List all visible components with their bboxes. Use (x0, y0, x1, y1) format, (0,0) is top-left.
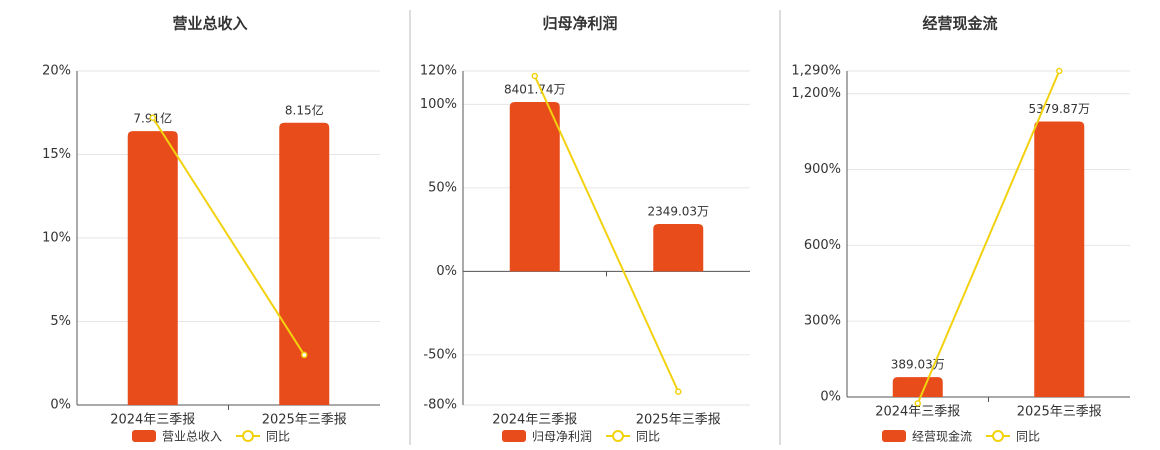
y-tick-label: 5% (50, 314, 71, 329)
legend-label: 归母净利润 (532, 430, 592, 444)
y-tick-label: 300% (804, 314, 841, 329)
legend-swatch (242, 430, 255, 442)
x-tick-label: 2024年三季报 (875, 405, 960, 420)
bar (653, 224, 704, 272)
bar (1034, 121, 1085, 397)
legend-swatch (612, 430, 625, 442)
legend-label: 同比 (266, 430, 290, 444)
line (533, 75, 680, 393)
x-tick-label: 2024年三季报 (492, 413, 577, 428)
y-tick-label: 10% (42, 231, 71, 246)
x-tick-label: 2025年三季报 (1017, 405, 1102, 420)
y-tick-label: 900% (804, 162, 841, 177)
bar (127, 131, 178, 406)
y-tick-label: 0% (50, 398, 71, 413)
y-tick-label: 120% (420, 64, 457, 79)
y-tick-label: 1,290% (791, 64, 841, 79)
y-tick-label: 0% (820, 390, 841, 405)
line (916, 70, 1061, 404)
line-point (914, 400, 921, 407)
y-tick-label: 100% (420, 97, 457, 112)
y-tick-label: 15% (42, 147, 71, 162)
legend-swatch (992, 430, 1005, 442)
value-label: 2349.03万 (647, 205, 709, 219)
y-tick-label: 1,200% (791, 86, 841, 101)
line (151, 117, 306, 356)
line-point (149, 114, 156, 122)
y-tick-label: -50% (423, 347, 457, 362)
chart-title: 经营现金流 (922, 15, 997, 33)
legend-label: 经营现金流 (912, 429, 972, 444)
y-tick-label: 0% (436, 264, 457, 279)
legend-swatch (132, 430, 156, 442)
x-tick-label: 2025年三季报 (636, 413, 721, 428)
y-tick-label: -80% (423, 398, 457, 413)
line-point (1056, 67, 1063, 75)
legend-swatch (502, 430, 526, 442)
legend-swatch (882, 430, 906, 442)
line-point (531, 72, 538, 80)
legend-label: 营业总收入 (162, 430, 222, 444)
value-label: 5379.87万 (1028, 102, 1090, 116)
value-label: 8.15亿 (285, 102, 324, 117)
line-point (301, 351, 308, 359)
bar (509, 102, 560, 272)
y-tick-label: 600% (804, 238, 841, 253)
legend-label: 同比 (636, 430, 660, 444)
y-tick-label: 20% (42, 64, 71, 79)
value-label: 8401.74万 (504, 83, 566, 97)
bar (892, 377, 943, 397)
legend-label: 同比 (1016, 430, 1040, 444)
x-tick-label: 2025年三季报 (262, 413, 347, 428)
line-point (675, 388, 682, 395)
bar (279, 122, 330, 406)
y-tick-label: 50% (428, 180, 457, 195)
x-tick-label: 2024年三季报 (110, 413, 195, 428)
chart-title: 归母净利润 (542, 15, 617, 33)
value-label: 389.03万 (891, 358, 945, 372)
chart-title: 营业总收入 (172, 15, 247, 33)
